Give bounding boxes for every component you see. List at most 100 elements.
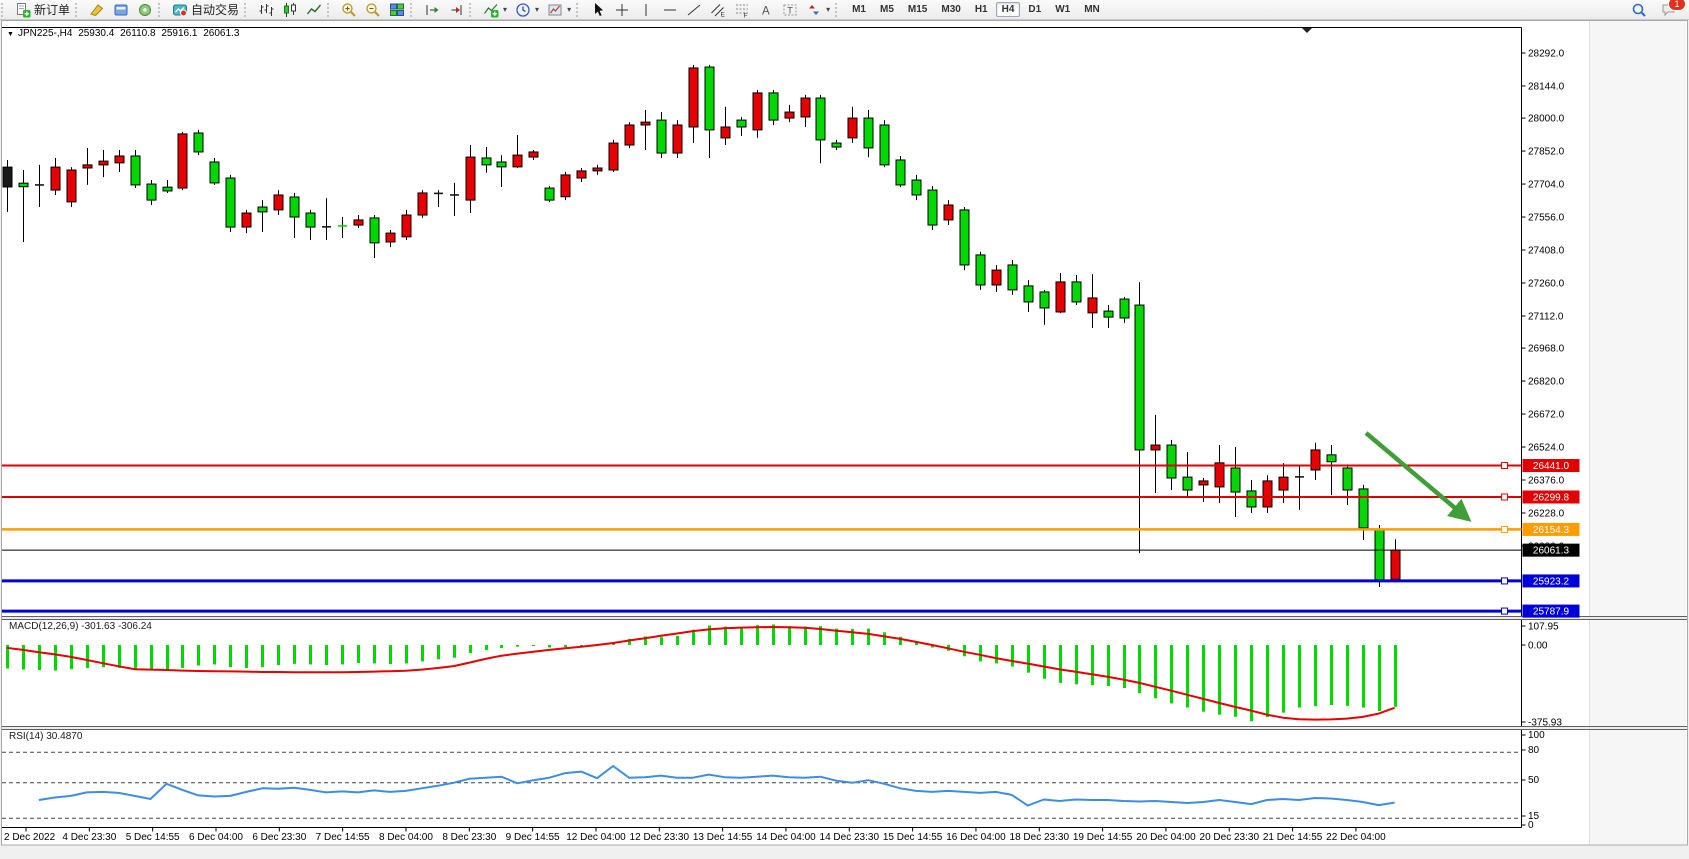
vertical-line-button[interactable] <box>634 0 658 19</box>
templates-button[interactable]: ▾ <box>543 0 575 19</box>
svg-text:26672.0: 26672.0 <box>1528 410 1565 421</box>
notification-badge: 1 <box>1668 0 1686 11</box>
svg-text:27852.0: 27852.0 <box>1528 147 1565 158</box>
dropdown-caret-icon[interactable]: ▾ <box>826 5 831 14</box>
bar-chart-button[interactable] <box>254 0 278 19</box>
svg-text:8 Dec 04:00: 8 Dec 04:00 <box>379 832 433 843</box>
toolbar-group-grip <box>835 2 844 17</box>
horizontal-line-26299.8[interactable]: 26299.8 <box>2 490 1580 504</box>
autotrading-button[interactable]: 自动交易 <box>168 0 243 19</box>
timeframe-h4[interactable]: H4 <box>995 2 1021 17</box>
time-axis[interactable]: 2 Dec 2022 4 Dec 23:30 5 Dec 14:55 6 Dec 04… <box>4 827 1386 844</box>
navigator-button[interactable] <box>133 0 157 19</box>
text-label-button[interactable]: T <box>778 0 802 19</box>
line-chart-button[interactable] <box>302 0 326 19</box>
zoom-out-icon <box>365 2 381 18</box>
fibonacci-button[interactable]: F <box>730 0 754 19</box>
svg-text:107.95: 107.95 <box>1528 622 1559 633</box>
timeframe-m5[interactable]: M5 <box>880 4 894 15</box>
shapes-icon <box>806 2 822 18</box>
cursor-button[interactable] <box>586 0 610 19</box>
new-order-icon <box>15 2 31 18</box>
horizontal-line-26061.3[interactable]: 26061.3 <box>2 543 1580 557</box>
svg-text:14 Dec 04:00: 14 Dec 04:00 <box>756 832 816 843</box>
text-button[interactable]: A <box>754 0 778 19</box>
symbol-bar[interactable]: ▼ JPN225-,H4 25930.4 26110.8 25916.1 2606… <box>7 28 242 39</box>
linechart-icon <box>306 2 322 18</box>
tile-windows-button[interactable] <box>385 0 409 19</box>
timeframe-m30[interactable]: M30 <box>941 4 961 15</box>
equidistant-channel-button[interactable]: E <box>706 0 730 19</box>
periods-button[interactable]: ▾ <box>511 0 543 19</box>
price-badge: 25923.2 <box>1533 576 1570 587</box>
toolbar-group-grip <box>469 2 478 17</box>
svg-text:0.00: 0.00 <box>1528 641 1548 652</box>
dropdown-caret-icon[interactable]: ▾ <box>535 5 540 14</box>
svg-text:26228.0: 26228.0 <box>1528 508 1565 519</box>
horizontal-line-25923.2[interactable]: 25923.2 <box>2 574 1580 588</box>
new-order-button[interactable]: 新订单 <box>11 0 74 19</box>
zoom-in-button[interactable] <box>337 0 361 19</box>
collapse-triangle-icon[interactable]: ▼ <box>7 31 14 38</box>
timeframe-h1[interactable]: H1 <box>974 4 988 15</box>
svg-text:28292.0: 28292.0 <box>1528 49 1565 60</box>
notifications-button[interactable]: 1 <box>1657 0 1686 19</box>
styler-button[interactable] <box>85 0 109 19</box>
svg-text:12 Dec 04:00: 12 Dec 04:00 <box>566 832 626 843</box>
horizontal-line-button[interactable] <box>658 0 682 19</box>
rsi-level-lines <box>2 751 1522 819</box>
clock-icon <box>515 2 531 18</box>
price-badge: 26441.0 <box>1533 461 1570 472</box>
symbol-title: JPN225-,H4 <box>17 28 73 39</box>
arrows-button[interactable]: ▾ <box>802 0 834 19</box>
zoom-out-button[interactable] <box>361 0 385 19</box>
toolbar-group-grip <box>158 2 167 17</box>
svg-text:28144.0: 28144.0 <box>1528 81 1565 92</box>
svg-text:21 Dec 14:55: 21 Dec 14:55 <box>1263 832 1323 843</box>
price-badge: 26061.3 <box>1533 546 1570 557</box>
price-axis[interactable]: 28292.0 28144.0 28000.0 27852.0 27704.0 27556… <box>1521 49 1565 553</box>
timeframe-m1[interactable]: M1 <box>852 4 866 15</box>
svg-text:13 Dec 14:55: 13 Dec 14:55 <box>693 832 753 843</box>
rsi-panel <box>38 765 1395 807</box>
trendline-button[interactable] <box>682 0 706 19</box>
new-order-button-label: 新订单 <box>34 3 71 17</box>
crosshair-button[interactable] <box>610 0 634 19</box>
timeframe-m15[interactable]: M15 <box>907 4 928 15</box>
horizontal-line-26441.0[interactable]: 26441.0 <box>2 459 1580 473</box>
auto-scroll-button[interactable] <box>444 0 468 19</box>
svg-text:14 Dec 23:30: 14 Dec 23:30 <box>820 832 880 843</box>
svg-text:22 Dec 04:00: 22 Dec 04:00 <box>1326 832 1386 843</box>
timeframe-mn[interactable]: MN <box>1084 4 1100 15</box>
terminal-button[interactable] <box>109 0 133 19</box>
indicators-button[interactable]: ▾ <box>479 0 511 19</box>
horizontal-line-25787.9[interactable]: 25787.9 <box>2 604 1580 618</box>
toolbar-group-grip <box>327 2 336 17</box>
svg-text:9 Dec 14:55: 9 Dec 14:55 <box>506 832 560 843</box>
dropdown-caret-icon[interactable]: ▾ <box>503 5 508 14</box>
label-icon: T <box>782 2 798 18</box>
search-button[interactable] <box>1627 0 1651 19</box>
autoscroll-icon <box>448 2 464 18</box>
macd-main-value: -301.63 <box>81 621 116 632</box>
dropdown-caret-icon[interactable]: ▾ <box>567 5 572 14</box>
channel-icon: E <box>710 2 726 18</box>
chart-shift-button[interactable] <box>420 0 444 19</box>
horizontal-line-26154.3[interactable]: 26154.3 <box>2 522 1580 536</box>
svg-text:80: 80 <box>1528 745 1540 756</box>
toolbar: 新订单 自动交易 ▾ ▾ ▾ E F A T ▾ M1 M5 M15 M30 H1 H4 D1 W1 MN 1 <box>0 0 1689 20</box>
quote-open: 25930.4 <box>78 28 115 39</box>
fibo-icon: F <box>734 2 750 18</box>
vline-icon <box>638 2 654 18</box>
candlestick-chart-button[interactable] <box>278 0 302 19</box>
svg-text:28000.0: 28000.0 <box>1528 114 1565 125</box>
crosshair-icon <box>614 2 630 18</box>
svg-text:20 Dec 23:30: 20 Dec 23:30 <box>1200 832 1260 843</box>
timeframe-w1[interactable]: W1 <box>1055 4 1071 15</box>
trend-arrow[interactable] <box>1364 431 1472 522</box>
svg-text:26820.0: 26820.0 <box>1528 377 1565 388</box>
zoom-in-icon <box>341 2 357 18</box>
timeframe-d1[interactable]: D1 <box>1028 4 1042 15</box>
candlestick-series <box>2 65 1401 587</box>
